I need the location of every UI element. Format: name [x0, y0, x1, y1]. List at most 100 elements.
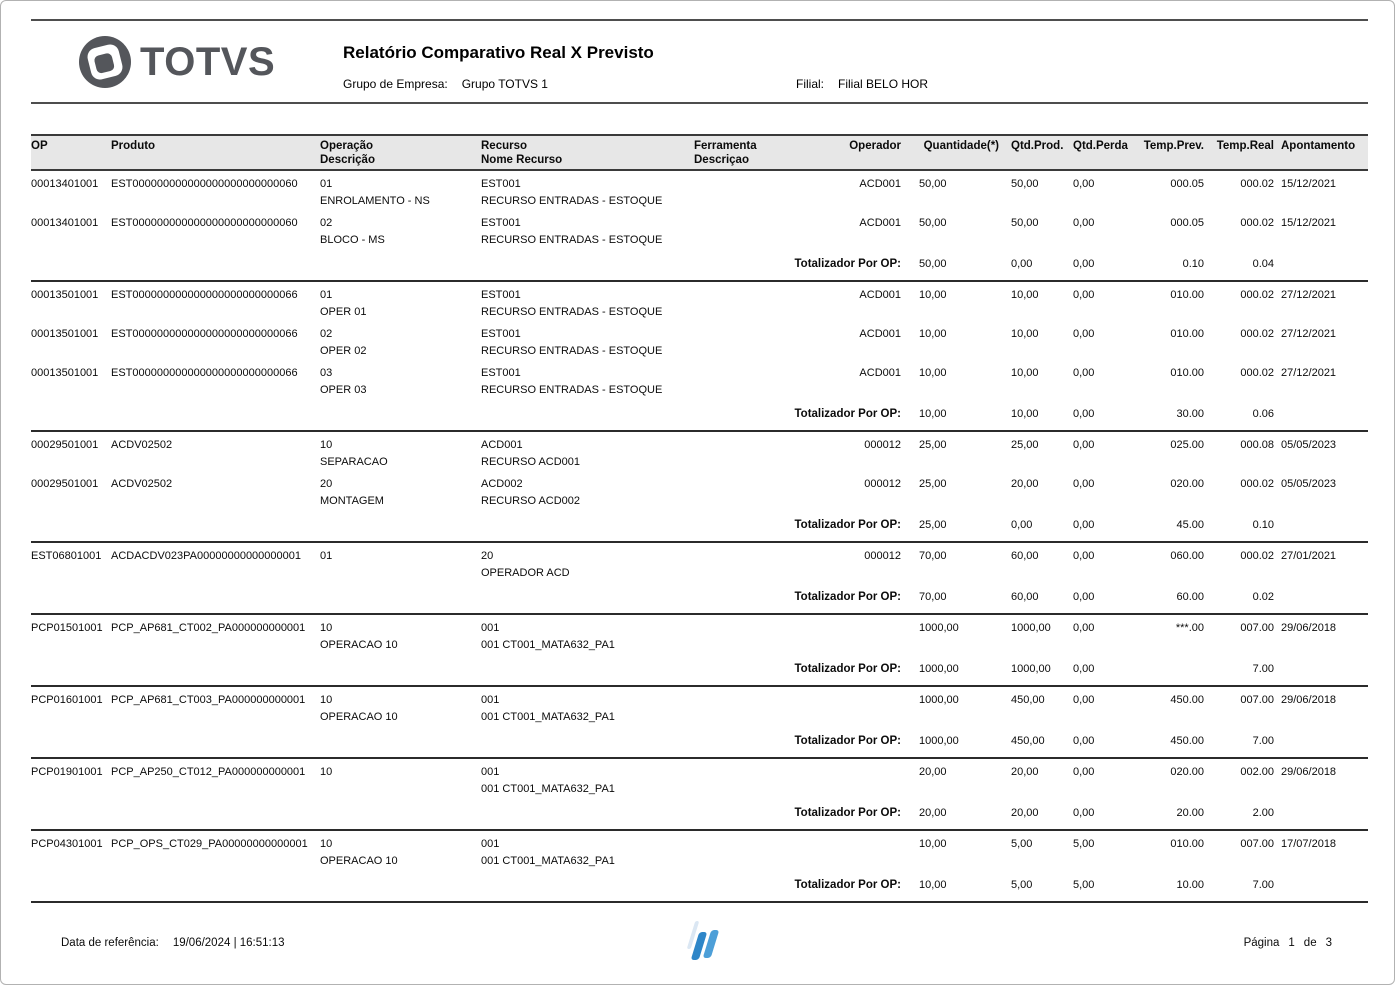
page-number: Página 1 de 3 — [1244, 937, 1332, 949]
cell: PCP04301001 — [31, 838, 103, 850]
totvs-logo-icon — [79, 36, 131, 88]
cell — [694, 210, 824, 249]
cell: 10,00 — [1011, 289, 1039, 301]
cell: 27/01/2021 — [1281, 550, 1337, 562]
cell — [694, 281, 824, 321]
cell: 0,00 — [1073, 694, 1095, 706]
cell: 0,00 — [1073, 622, 1095, 634]
cell: 25,00 — [919, 439, 947, 451]
cell: 0,00 — [1073, 766, 1095, 778]
cell: 00013501001 — [31, 328, 99, 340]
report-footer: Data de referência: 19/06/2024 | 16:51:13… — [31, 921, 1368, 971]
cell: PCP_AP250_CT012_PA000000000001 — [111, 766, 306, 778]
totalizer-value: 0,00 — [1064, 249, 1136, 282]
cell: 01 ENROLAMENTO - NS — [320, 178, 430, 207]
cell: 20 OPERADOR ACD — [481, 550, 570, 579]
cell: EST000000000000000000000000066 — [111, 367, 298, 379]
cell: 00013401001 — [31, 178, 99, 190]
totalizer-value: 1000,00 — [999, 654, 1064, 687]
cell — [824, 614, 901, 654]
totvs-logo-text: TOTVS — [140, 40, 276, 84]
branch-label: Filial: — [796, 77, 825, 91]
totalizer-value: 2.00 — [1204, 798, 1274, 831]
company-group: Grupo de Empresa: Grupo TOTVS 1 — [343, 77, 548, 91]
totalizer-row: Totalizador Por OP: 25,00 0,00 0,00 45.00 0.1… — [31, 510, 1368, 543]
totalizer-value: 0,00 — [999, 510, 1064, 543]
cell: 000.02 — [1240, 550, 1274, 562]
cell: 5,00 — [1073, 838, 1095, 850]
totalizer-value: 7.00 — [1204, 654, 1274, 687]
company-group-value: Grupo TOTVS 1 — [461, 77, 548, 91]
cell: 20 MONTAGEM — [320, 478, 384, 507]
totalizer-value: 1000,00 — [901, 654, 999, 687]
totalizer-value: 450,00 — [999, 726, 1064, 759]
totalizer-value — [1274, 870, 1368, 903]
cell: 450,00 — [1011, 694, 1045, 706]
column-header-produto: Produto — [111, 134, 320, 171]
report-header: TOTVS Relatório Comparativo Real X Previ… — [31, 19, 1368, 104]
cell: 000.02 — [1240, 367, 1274, 379]
totalizer-value: 7.00 — [1204, 726, 1274, 759]
totalizer-value: 10.00 — [1136, 870, 1204, 903]
cell — [694, 170, 824, 210]
totalizer-value — [1274, 726, 1368, 759]
op-group: PCP01501001 PCP_AP681_CT002_PA00000000000… — [31, 614, 1368, 687]
table-row: 00029501001 ACDV02502 20 MONTAGEM ACD002 RECU… — [31, 471, 1368, 510]
cell: 000.02 — [1240, 478, 1274, 490]
table-row: PCP01501001 PCP_AP681_CT002_PA00000000000… — [31, 614, 1368, 654]
report-title: Relatório Comparativo Real X Previsto — [343, 43, 654, 62]
totalizer-value: 10,00 — [999, 399, 1064, 432]
cell: 0,00 — [1073, 367, 1095, 379]
op-group: 00029501001 ACDV02502 10 SEPARACAO ACD001 REC… — [31, 431, 1368, 543]
totalizer-value: 0,00 — [1064, 399, 1136, 432]
cell: 29/06/2018 — [1281, 766, 1337, 778]
totalizer-value — [1136, 654, 1204, 687]
totalizer-value: 20.00 — [1136, 798, 1204, 831]
totalizer-row: Totalizador Por OP: 50,00 0,00 0,00 0.10 0.04 — [31, 249, 1368, 282]
totalizer-value: 0.04 — [1204, 249, 1274, 282]
cell: 001 001 CT001_MATA632_PA1 — [481, 694, 615, 723]
cell: 010.00 — [1170, 367, 1204, 379]
totalizer-value: 7.00 — [1204, 870, 1274, 903]
cell: ACDV02502 — [111, 439, 173, 451]
totalizer-label: Totalizador Por OP: — [31, 582, 901, 615]
totalizer-value: 20,00 — [901, 798, 999, 831]
cell: PCP01901001 — [31, 766, 103, 778]
report-body: TOTVS Relatório Comparativo Real X Previ… — [31, 19, 1368, 903]
totalizer-row: Totalizador Por OP: 1000,00 450,00 0,00 450.… — [31, 726, 1368, 759]
table-row: 00013401001 EST00000000000000000000000006… — [31, 170, 1368, 210]
cell: EST001 RECURSO ENTRADAS - ESTOQUE — [481, 328, 663, 357]
cell: 03 OPER 03 — [320, 367, 367, 396]
cell: PCP01501001 — [31, 622, 103, 634]
op-group: EST06801001 ACDACDV023PA00000000000000001… — [31, 542, 1368, 615]
cell: 002.00 — [1240, 766, 1274, 778]
totalizer-value: 60,00 — [999, 582, 1064, 615]
cell: 60,00 — [1011, 550, 1039, 562]
table-row: 00013501001 EST00000000000000000000000006… — [31, 360, 1368, 399]
column-header-qtd-prod: Qtd.Prod. — [999, 134, 1064, 171]
cell: ACD001 — [859, 367, 901, 379]
cell: 17/07/2018 — [1281, 838, 1337, 850]
cell: 10 OPERACAO 10 — [320, 694, 398, 723]
cell: 02 OPER 02 — [320, 328, 367, 357]
cell: 20,00 — [919, 766, 947, 778]
totalizer-row: Totalizador Por OP: 10,00 10,00 0,00 30.00 0.… — [31, 399, 1368, 432]
cell: 0,00 — [1073, 289, 1095, 301]
cell: 01 — [320, 550, 333, 562]
cell: 10,00 — [919, 328, 947, 340]
page-current: 1 — [1288, 937, 1295, 949]
totalizer-value: 0,00 — [1064, 726, 1136, 759]
totalizer-value: 0,00 — [999, 249, 1064, 282]
cell — [694, 686, 824, 726]
totalizer-value: 5,00 — [1064, 870, 1136, 903]
totalizer-value: 0,00 — [1064, 654, 1136, 687]
cell: 000.02 — [1240, 289, 1274, 301]
totalizer-value — [1274, 798, 1368, 831]
column-header-apontamento: Apontamento — [1274, 134, 1368, 171]
cell: 50,00 — [1011, 178, 1039, 190]
cell: 00029501001 — [31, 478, 99, 490]
totvs-slashes-icon — [676, 921, 724, 963]
cell: EST000000000000000000000000060 — [111, 178, 298, 190]
cell: 20,00 — [1011, 766, 1039, 778]
column-header-ferramenta: Ferramenta Descriçao — [694, 134, 824, 171]
